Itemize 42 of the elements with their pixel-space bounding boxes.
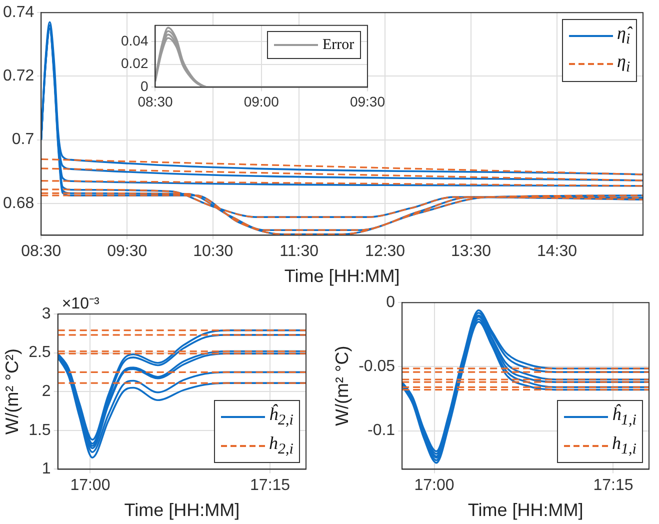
y-tick-label: 3 (42, 305, 51, 322)
legend-label: η̂$_{i}$ (617, 22, 630, 50)
x-tick-label: 09:30 (107, 243, 148, 260)
legend-label: ĥ$_{2,i}$ (269, 403, 294, 431)
legend-label: Error (322, 36, 354, 56)
y-axis-title: W/(m² °C) (332, 346, 352, 426)
x-axis-title: Time [HH:MM] (284, 266, 400, 286)
x-tick-label: 09:30 (350, 93, 386, 110)
y-tick-label: 0 (386, 294, 396, 312)
y-tick-label: 0.04 (121, 32, 148, 48)
y-axis-title: W/(m² °C²) (2, 348, 22, 435)
x-tick-label: 10:30 (193, 243, 234, 260)
y-tick-label: 0.68 (3, 194, 34, 212)
y-tick-label: 0.72 (3, 68, 34, 85)
legend-label: η$_{i}$ (617, 50, 630, 78)
legend-label: h$_{2,i}$ (269, 432, 294, 460)
y-tick-label: 1 (42, 460, 51, 478)
y-tick-label: -0.05 (358, 358, 396, 376)
y-tick-label: 0 (140, 78, 148, 94)
y-tick-label: 2.5 (28, 344, 51, 362)
x-tick-label: 08:30 (21, 243, 62, 260)
x-tick-label: 08:30 (138, 93, 173, 110)
x-tick-label: 17:00 (414, 477, 454, 494)
y-tick-label: -0.1 (367, 422, 396, 440)
x-tick-label: 17:00 (70, 477, 110, 494)
x-axis-title: Time [HH:MM] (468, 500, 584, 520)
x-tick-label: 17:15 (593, 477, 634, 494)
legend-label: h$_{1,i}$ (612, 432, 636, 460)
y-tick-label: 0.02 (121, 55, 148, 72)
x-tick-label: 14:30 (536, 243, 578, 260)
x-axis-title: Time [HH:MM] (124, 500, 240, 520)
y-tick-label: 0.7 (12, 131, 34, 148)
legend-label: ĥ$_{1,i}$ (612, 403, 636, 431)
x-tick-label: 17:15 (250, 477, 290, 494)
x-tick-label: 12:30 (365, 243, 406, 260)
y-tick-label: 0.74 (3, 4, 34, 22)
x-tick-label: 13:30 (451, 243, 492, 260)
text: ×10⁻³ (62, 295, 100, 312)
y-tick-label: 1.5 (28, 422, 51, 439)
x-tick-label: 09:00 (244, 93, 280, 110)
y-tick-label: 2 (42, 383, 51, 400)
x-tick-label: 11:30 (280, 243, 319, 260)
